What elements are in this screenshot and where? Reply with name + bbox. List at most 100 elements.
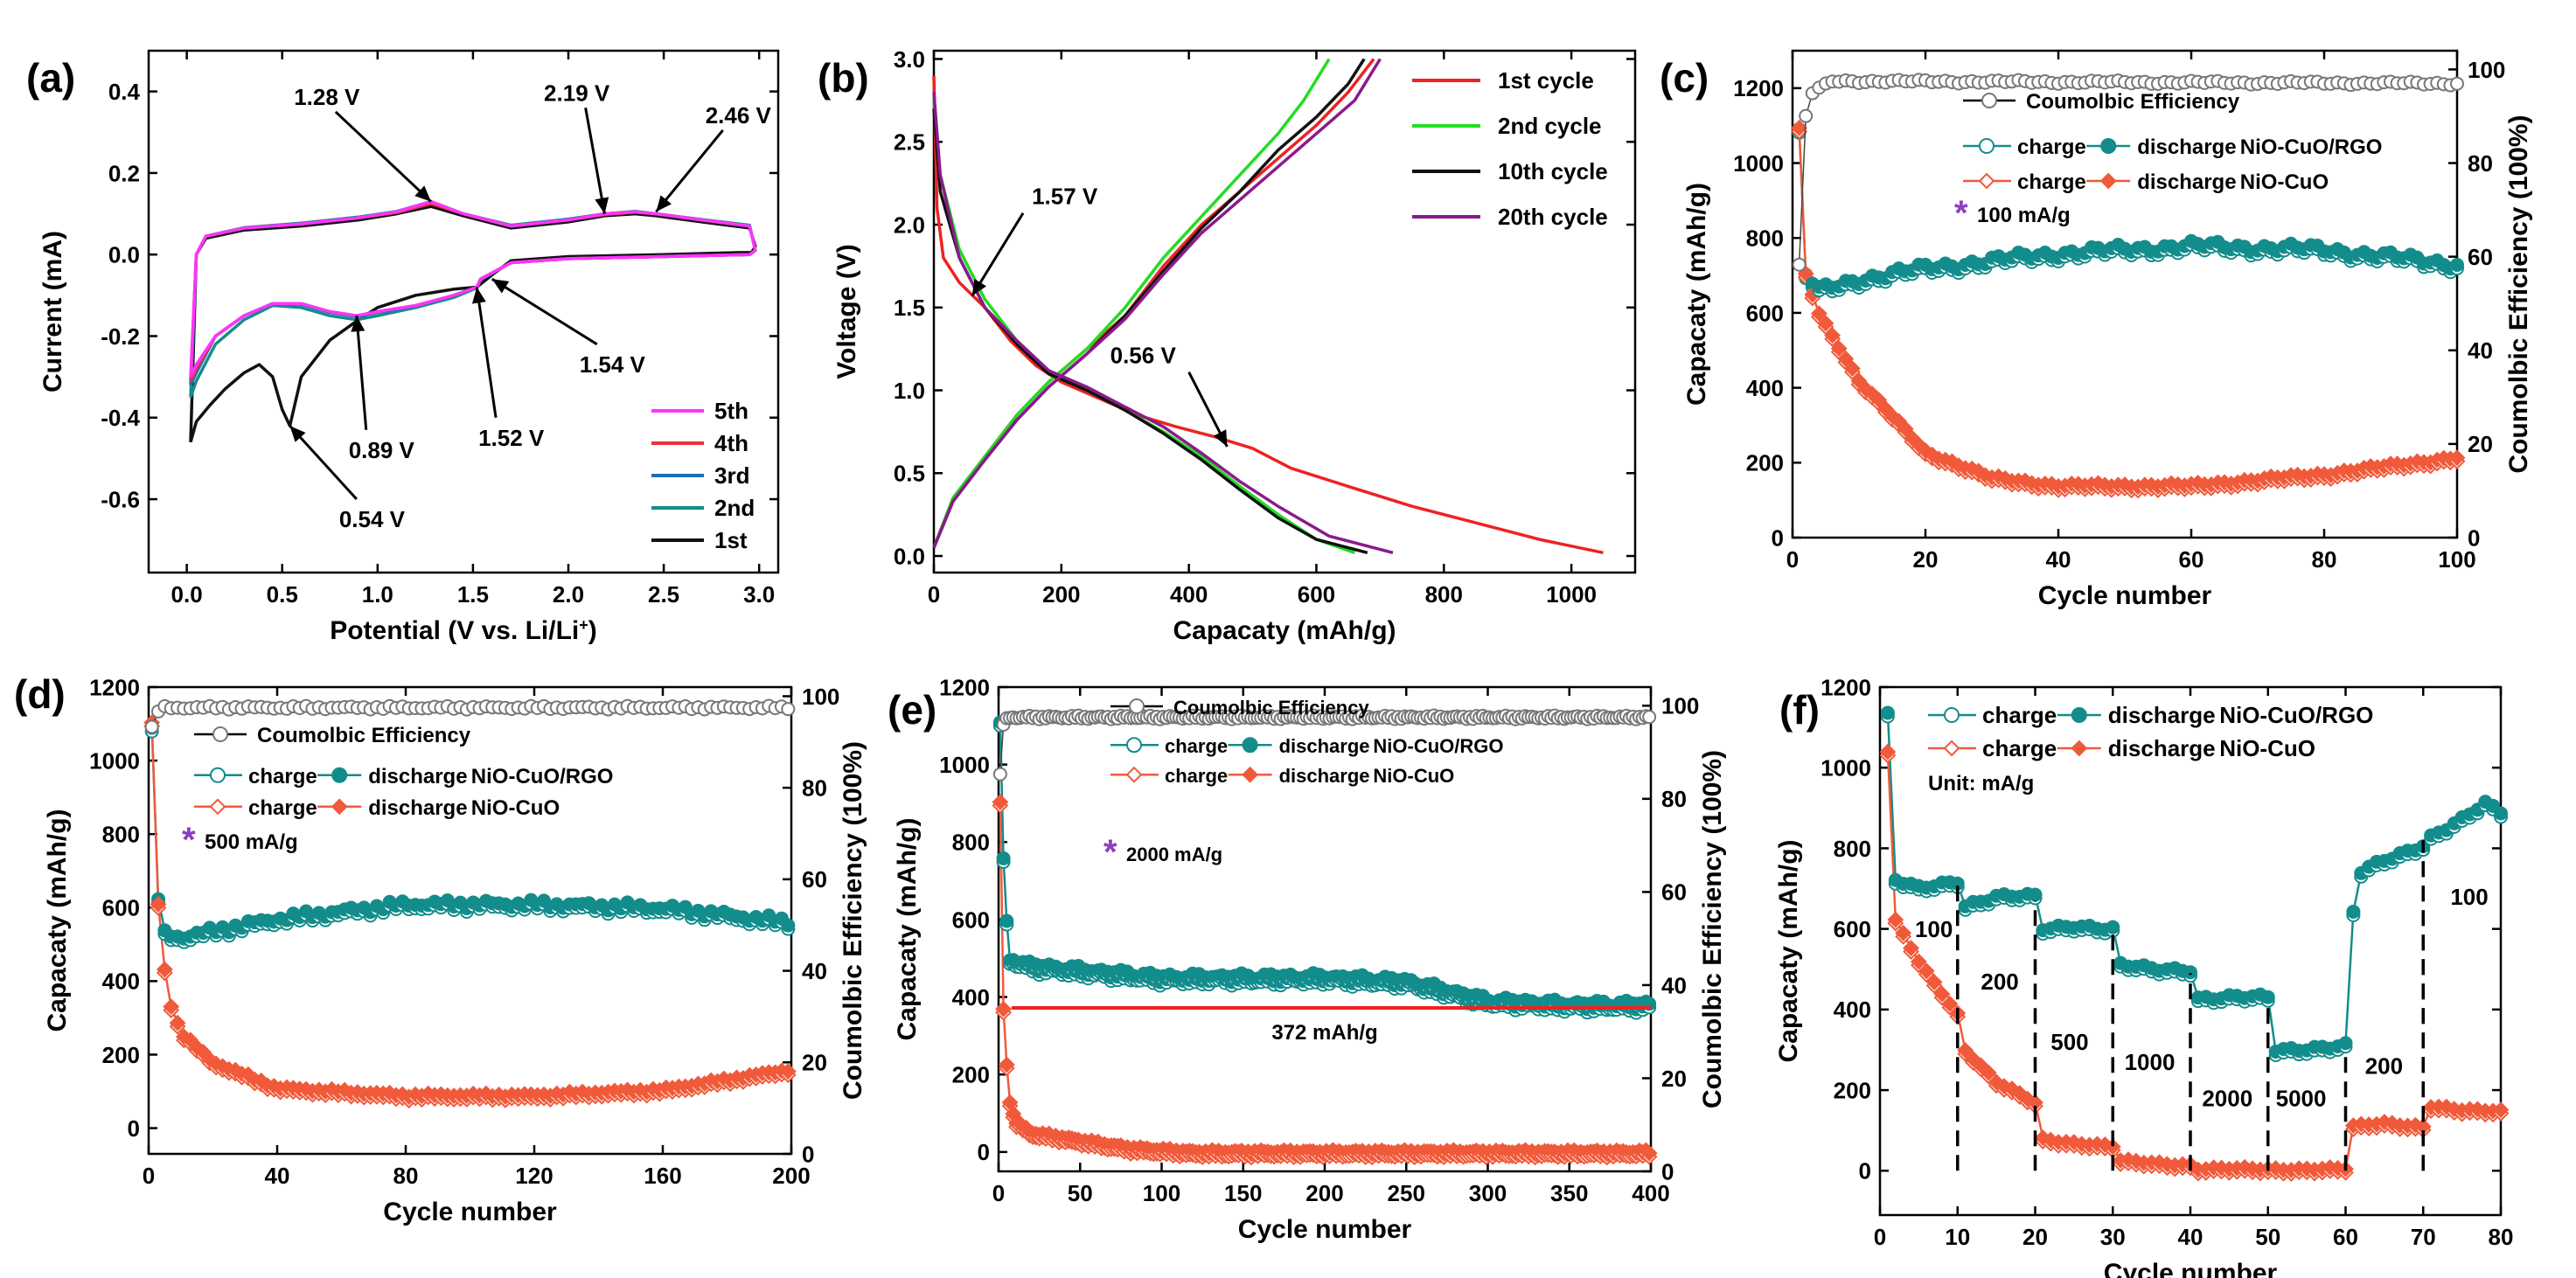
- discharge-point-rgo: [2346, 904, 2361, 919]
- annotation-arrow-head: [414, 185, 431, 202]
- legend-label-discharge: discharge: [368, 796, 467, 820]
- ce-point: [781, 702, 796, 717]
- discharge-point-nio-cuo: [1817, 315, 1835, 332]
- y-tick-label: 2.5: [894, 129, 925, 156]
- x-axis-label: Cycle number: [1238, 1215, 1412, 1244]
- y-tick-label: 800: [102, 822, 140, 848]
- rate-step-label: 100: [1915, 916, 1953, 942]
- discharge-point-nio-cuo: [1870, 392, 1888, 409]
- y-tick-label: 400: [102, 969, 140, 995]
- x-tick-label: 0: [1874, 1224, 1886, 1250]
- x-tick-label: 40: [2178, 1224, 2204, 1250]
- rate-step-label: 200: [2365, 1053, 2403, 1080]
- x-axis-label: Potential (V vs. Li/Li+): [330, 616, 597, 645]
- discharge-point-rgo: [999, 913, 1014, 928]
- x-tick-label: 70: [2411, 1224, 2436, 1250]
- x-tick-label: 60: [2179, 546, 2204, 573]
- legend-label-charge: charge: [1982, 702, 2057, 728]
- y-tick-label: 200: [1746, 450, 1784, 476]
- x-tick-label: 400: [1632, 1180, 1669, 1206]
- x-tick-label: 50: [2255, 1224, 2280, 1250]
- legend-marker-discharge: [2071, 740, 2088, 757]
- ce-point: [1792, 257, 1807, 272]
- y-tick-label: 0: [978, 1139, 990, 1165]
- discharge-point-nio-cuo: [2104, 1138, 2121, 1156]
- y2-tick-label: 60: [1661, 879, 1687, 906]
- annotation-label: 0.54 V: [339, 506, 406, 532]
- x-tick-label: 0: [143, 1163, 155, 1189]
- legend-marker-discharge: [331, 798, 348, 816]
- ce-point: [144, 719, 159, 734]
- x-tick-label: 80: [393, 1163, 419, 1189]
- y-tick-label: 200: [102, 1042, 140, 1068]
- annotation-label: 1.52 V: [478, 425, 545, 451]
- legend-label-discharge: discharge: [2137, 170, 2236, 194]
- rate-star-icon: *: [1954, 194, 1968, 233]
- y-tick-label: 600: [952, 906, 990, 933]
- y-axis-label: Capacaty (mAh/g): [1682, 183, 1711, 406]
- annotation-arrow-line: [289, 425, 358, 501]
- annotation-arrow-head: [971, 278, 986, 296]
- legend-label-material: NiO-CuO/RGO: [2219, 702, 2373, 728]
- y2-tick-label: 0: [802, 1141, 814, 1167]
- voltage-curve-20th-cycle: [932, 92, 1394, 554]
- y-tick-label: 400: [952, 984, 990, 1011]
- legend-label-discharge: discharge: [1279, 765, 1370, 787]
- annotation-arrow-head: [351, 316, 366, 332]
- y-tick-label: 0.5: [894, 461, 925, 487]
- legend-label: 10th cycle: [1498, 158, 1608, 184]
- annotation-arrow-line: [971, 212, 1025, 297]
- rate-step-label: 1000: [2125, 1049, 2176, 1075]
- discharge-point-nio-cuo: [1810, 305, 1828, 323]
- discharge-point-nio-cuo: [163, 998, 180, 1016]
- discharge-point-nio-cuo: [1957, 1042, 1974, 1059]
- legend-label: 2nd cycle: [1498, 113, 1602, 139]
- discharge-point-rgo: [2260, 990, 2275, 1004]
- y-tick-label: 0.0: [894, 543, 925, 569]
- y-tick-label: 200: [952, 1062, 990, 1088]
- discharge-point-rgo: [2450, 257, 2464, 272]
- annotation-arrow-head: [595, 197, 609, 214]
- y2-tick-label: 60: [2468, 244, 2493, 270]
- discharge-point-rgo: [2494, 806, 2508, 821]
- discharge-point-nio-cuo: [779, 1063, 797, 1080]
- y-tick-label: 0: [1772, 524, 1784, 551]
- annotation-arrow-head: [289, 426, 306, 442]
- annotation-arrow-line: [355, 316, 368, 430]
- discharge-point-nio-cuo: [992, 794, 1009, 810]
- rate-step-label: 500: [2050, 1029, 2088, 1055]
- y2-tick-label: 0: [2468, 524, 2480, 551]
- y2-tick-label: 100: [1661, 693, 1699, 719]
- discharge-point-nio-cuo: [1918, 962, 1935, 980]
- y-tick-label: 600: [1834, 916, 1871, 942]
- legend-label-discharge: discharge: [2137, 135, 2236, 159]
- rate-star-icon: *: [182, 821, 196, 859]
- panel-letter: (d): [14, 671, 66, 717]
- x-tick-label: 1000: [1546, 581, 1597, 608]
- legend-label-charge: charge: [2017, 170, 2086, 194]
- panel-letter: (e): [888, 687, 936, 733]
- discharge-point-rgo: [781, 918, 796, 933]
- y-tick-label: 0: [128, 1115, 140, 1142]
- x-axis-label: Capacaty (mAh/g): [1173, 616, 1396, 645]
- x-tick-label: 20: [1913, 546, 1939, 573]
- y-tick-label: 3.0: [894, 46, 925, 73]
- y-tick-label: 800: [1834, 836, 1871, 862]
- voltage-curve-20th-cycle-charge: [932, 58, 1382, 549]
- legend-label: 3rd: [714, 462, 749, 489]
- legend-marker-charge: [209, 798, 226, 816]
- x-axis-label: Cycle number: [2104, 1259, 2278, 1278]
- annotation-label: 0.89 V: [349, 437, 415, 463]
- unit-label: Unit: mA/g: [1928, 772, 2034, 795]
- rate-label: 2000 mA/g: [1126, 844, 1222, 865]
- legend-marker-ce: [1981, 93, 1997, 108]
- discharge-point-nio-cuo: [2492, 1101, 2510, 1118]
- x-tick-label: 350: [1550, 1180, 1588, 1206]
- y2-tick-label: 80: [802, 775, 827, 802]
- legend-label-charge: charge: [2017, 135, 2086, 159]
- legend-marker-charge: [1944, 707, 1960, 723]
- panel-letter: (c): [1660, 55, 1709, 101]
- cv-curve-1st: [189, 205, 757, 443]
- x-tick-label: 200: [1305, 1180, 1343, 1206]
- y-tick-label: 1000: [1821, 755, 1871, 781]
